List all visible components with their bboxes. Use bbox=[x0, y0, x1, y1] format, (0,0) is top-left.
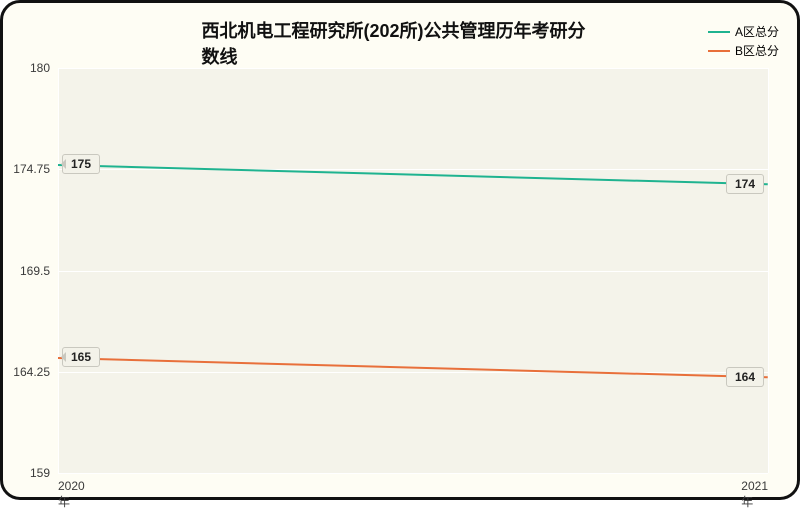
y-tick-1: 174.75 bbox=[13, 162, 50, 176]
x-tick-1: 2021年 bbox=[741, 479, 768, 510]
legend-item-b: B区总分 bbox=[708, 42, 779, 59]
y-tick-0: 180 bbox=[30, 61, 50, 75]
x-tick-0: 2020年 bbox=[58, 479, 85, 510]
chart-title: 西北机电工程研究所(202所)公共管理历年考研分数线 bbox=[202, 17, 599, 69]
legend-swatch-b bbox=[708, 50, 730, 52]
label-a-1: 174 bbox=[726, 174, 764, 194]
grid-h-0: 180 bbox=[58, 68, 768, 69]
legend-label-b: B区总分 bbox=[735, 42, 779, 59]
legend-swatch-a bbox=[708, 31, 730, 33]
label-a-0: 175 bbox=[62, 154, 100, 174]
grid-v-0: 2020年 bbox=[58, 68, 59, 473]
y-tick-4: 159 bbox=[30, 466, 50, 480]
legend-label-a: A区总分 bbox=[735, 23, 779, 40]
legend-item-a: A区总分 bbox=[708, 23, 779, 40]
y-tick-3: 164.25 bbox=[13, 365, 50, 379]
legend: A区总分 B区总分 bbox=[708, 23, 779, 61]
grid-v-1: 2021年 bbox=[768, 68, 769, 473]
line-series-b bbox=[58, 357, 768, 378]
label-b-0: 165 bbox=[62, 347, 100, 367]
grid-h-2: 169.5 bbox=[58, 271, 768, 272]
grid-h-1: 174.75 bbox=[58, 169, 768, 170]
label-b-1: 164 bbox=[726, 367, 764, 387]
line-series-a bbox=[58, 164, 768, 185]
y-tick-2: 169.5 bbox=[20, 264, 50, 278]
chart-container: 西北机电工程研究所(202所)公共管理历年考研分数线 A区总分 B区总分 180… bbox=[0, 0, 800, 500]
plot-area: 180 174.75 169.5 164.25 159 2020年 2021年 … bbox=[58, 68, 768, 473]
grid-h-4: 159 bbox=[58, 473, 768, 474]
